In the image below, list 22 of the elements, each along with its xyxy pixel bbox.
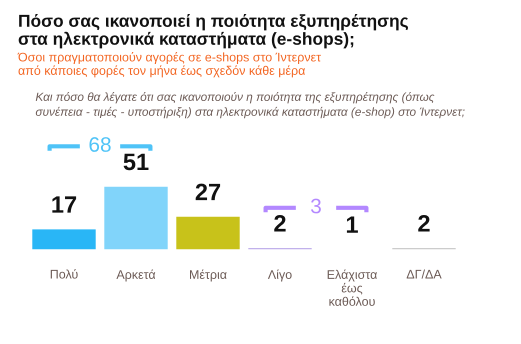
bar xyxy=(390,246,458,250)
x-tick-label: Πολύ xyxy=(50,269,78,279)
bar xyxy=(102,185,170,250)
data-label: 1 xyxy=(346,216,358,233)
data-label: 17 xyxy=(52,196,76,213)
chart-subtitle: Όσοι πραγματοποιούν αγορές σε e-shops στο Ίντερνετ από κάποιες φορές τον μήνα έως σχεδόν κάθε μέρα xyxy=(18,52,322,78)
text: Και πόσο θα λέγατε ότι σας ικανοποιούν η ποιότητα της εξυπηρέτησης (όπως συνέπεια - τιμές - υποστήριξη) στα ηλεκτρονικά καταστήματα (e-shop) στο Ίντερνετ; xyxy=(36,92,465,118)
data-label: 27 xyxy=(196,184,220,200)
chart-title: Πόσο σας ικανοποιεί η ποιότητα εξυπηρέτησης στα ηλεκτρονικά καταστήματα (e-shops); xyxy=(18,14,408,48)
bar xyxy=(246,246,314,250)
data-label: 2 xyxy=(418,214,430,232)
x-tick-label: Ελάχιστα έως καθόλου xyxy=(328,269,377,306)
bar xyxy=(174,215,242,250)
x-tick-label: ΔΓ/ΔΑ xyxy=(406,269,442,279)
bar xyxy=(30,228,98,250)
text: 68 xyxy=(89,137,111,152)
x-tick-label: Μέτρια xyxy=(190,269,227,282)
data-label: 51 xyxy=(124,154,148,170)
data-label: 2 xyxy=(274,214,286,232)
x-tick-label: Αρκετά xyxy=(116,269,156,282)
x-tick-label: Λίγο xyxy=(268,269,292,282)
annotation: 3 xyxy=(311,198,321,214)
